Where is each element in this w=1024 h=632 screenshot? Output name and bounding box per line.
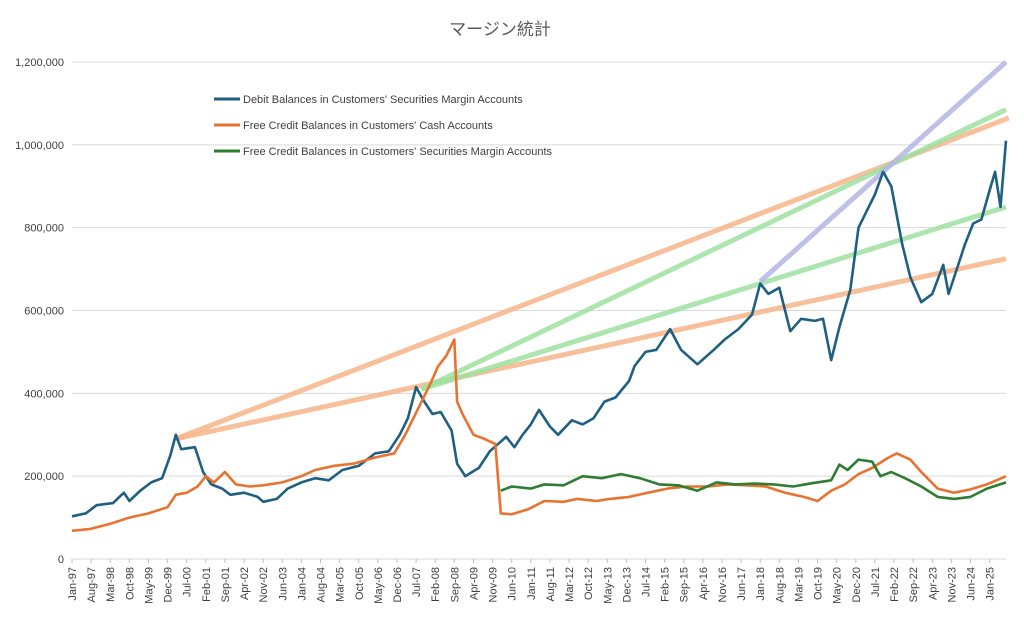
series-line-3 (500, 458, 1007, 501)
x-tick-label: Dec-06 (392, 567, 404, 602)
x-tick-label: Aug-18 (774, 567, 786, 602)
x-tick-label: Apr-23 (927, 567, 939, 600)
x-tick-label: Jul-21 (870, 567, 882, 597)
trendlines (174, 60, 1010, 442)
x-tick-label: Jul-00 (182, 567, 194, 597)
x-tick-label: Jul-14 (641, 567, 653, 597)
y-tick-label: 0 (58, 554, 64, 566)
legend-label: Free Credit Balances in Customers' Cash … (243, 120, 493, 132)
x-tick-label: Dec-99 (163, 567, 175, 602)
x-tick-label: Oct-19 (813, 567, 825, 600)
x-tick-label: Aug-97 (86, 567, 98, 602)
series-line-1 (71, 140, 1008, 518)
x-tick-label: Mar-12 (564, 567, 576, 602)
x-tick-label: Jan-97 (67, 567, 79, 601)
x-tick-label: Jan-04 (296, 567, 308, 601)
x-tick-label: Aug-04 (316, 567, 328, 602)
x-tick-label: May-13 (602, 567, 614, 604)
y-tick-label: 600,000 (24, 306, 64, 318)
x-tick-label: Feb-01 (201, 567, 213, 602)
x-tick-label: Sep-01 (220, 567, 232, 602)
y-tick-label: 400,000 (24, 388, 64, 400)
trendline (420, 204, 1007, 392)
x-tick-label: Apr-16 (698, 567, 710, 600)
trendline (174, 115, 1010, 442)
x-tick-label: Apr-09 (468, 567, 480, 600)
x-tick-label: Oct-05 (354, 567, 366, 600)
x-tick-label: Jul-07 (411, 567, 423, 597)
x-tick-label: Oct-12 (583, 567, 595, 600)
x-tick-label: May-06 (373, 567, 385, 604)
x-tick-label: Aug-11 (545, 567, 557, 602)
x-tick-label: Dec-13 (621, 567, 633, 602)
series-line-2 (71, 338, 1007, 533)
legend: Debit Balances in Customers' Securities … (214, 94, 553, 158)
legend-label: Debit Balances in Customers' Securities … (243, 94, 523, 106)
x-tick-label: Sep-22 (908, 567, 920, 602)
x-tick-label: Jun-03 (277, 567, 289, 601)
x-axis-ticks: Jan-97 Aug-97 Mar-98 Oct-98 May-99 Dec-99 Jul-… (67, 559, 997, 604)
x-tick-label: Mar-19 (793, 567, 805, 602)
trendline (175, 256, 1007, 442)
x-tick-label: Jan-25 (985, 567, 997, 601)
x-tick-label: Mar-05 (335, 567, 347, 602)
y-tick-label: 1,200,000 (15, 57, 64, 69)
x-tick-label: Nov-09 (488, 567, 500, 602)
x-tick-label: Sep-15 (679, 567, 691, 602)
x-tick-label: Feb-08 (430, 567, 442, 602)
x-tick-label: Nov-02 (258, 567, 270, 602)
chart-title: マージン統計 (449, 20, 551, 40)
x-tick-label: Oct-98 (124, 567, 136, 600)
x-tick-label: Dec-20 (851, 567, 863, 602)
x-tick-label: Jun-10 (507, 567, 519, 601)
x-tick-label: Feb-22 (889, 567, 901, 602)
x-tick-label: Feb-15 (660, 567, 672, 602)
x-tick-label: May-99 (143, 567, 155, 604)
x-tick-label: Jan-18 (755, 567, 767, 601)
x-tick-label: May-20 (832, 567, 844, 604)
x-tick-label: Nov-23 (946, 567, 958, 602)
trendline (420, 107, 1008, 392)
y-tick-label: 1,000,000 (15, 140, 64, 152)
x-tick-label: Sep-08 (449, 567, 461, 602)
x-tick-label: Mar-98 (105, 567, 117, 602)
x-tick-label: Jan-11 (526, 567, 538, 600)
x-tick-label: Jun-17 (736, 567, 748, 601)
x-tick-label: Nov-16 (717, 567, 729, 602)
legend-label: Free Credit Balances in Customers' Secur… (243, 146, 553, 158)
y-tick-label: 200,000 (24, 471, 64, 483)
y-tick-label: 800,000 (24, 223, 64, 235)
y-axis-ticks: 0 200,000 400,000 600,000 800,000 1,000,000 1,… (15, 57, 64, 566)
x-tick-label: Apr-02 (239, 567, 251, 600)
x-tick-label: Jun-24 (965, 567, 977, 601)
series-lines (71, 140, 1008, 533)
